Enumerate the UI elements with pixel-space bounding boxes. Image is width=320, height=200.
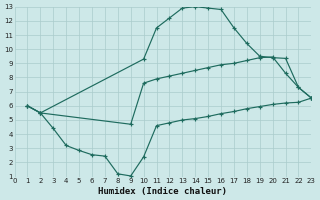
X-axis label: Humidex (Indice chaleur): Humidex (Indice chaleur) [99,187,228,196]
